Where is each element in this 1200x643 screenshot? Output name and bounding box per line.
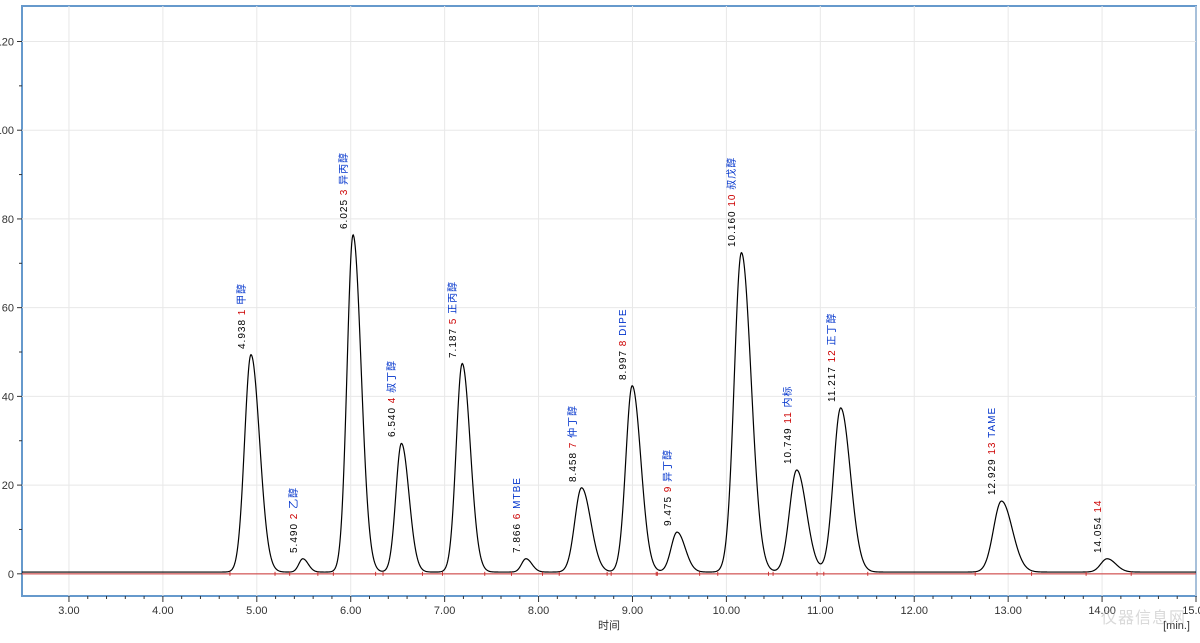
svg-text:40: 40 bbox=[2, 391, 14, 403]
peak-rt: 6.025 bbox=[339, 199, 350, 229]
peak-rt: 6.540 bbox=[387, 407, 398, 437]
svg-text:8.00: 8.00 bbox=[528, 605, 549, 617]
peak-number: 6 bbox=[512, 512, 523, 522]
svg-text:60: 60 bbox=[2, 303, 14, 315]
peak-name: 仲丁醇 bbox=[568, 405, 579, 442]
svg-text:0: 0 bbox=[8, 569, 14, 581]
peak-label: 12.929 13 TAME bbox=[987, 407, 998, 495]
svg-text:时间: 时间 bbox=[598, 619, 620, 632]
peak-rt: 7.866 bbox=[512, 523, 523, 553]
svg-text:13.00: 13.00 bbox=[994, 605, 1022, 617]
peak-rt: 9.475 bbox=[663, 496, 674, 526]
peak-number: 9 bbox=[663, 486, 674, 496]
peak-number: 13 bbox=[987, 442, 998, 459]
svg-text:6.00: 6.00 bbox=[340, 605, 361, 617]
chart-svg: 3.004.005.006.007.008.009.0010.0011.0012… bbox=[0, 0, 1200, 638]
svg-text:80: 80 bbox=[2, 214, 14, 226]
peak-rt: 4.938 bbox=[237, 319, 248, 349]
peak-label: 10.749 11 内标 bbox=[779, 385, 794, 464]
svg-text:20: 20 bbox=[2, 480, 14, 492]
svg-text:100: 100 bbox=[0, 125, 14, 137]
peak-rt: 10.160 bbox=[727, 210, 738, 247]
peak-name: 叔丁醇 bbox=[387, 360, 398, 397]
peak-rt: 10.749 bbox=[783, 427, 794, 464]
svg-text:15.00: 15.00 bbox=[1182, 605, 1200, 617]
peak-label: 6.540 4 叔丁醇 bbox=[383, 360, 398, 437]
peak-rt: 12.929 bbox=[987, 458, 998, 495]
peak-name: 异丙醇 bbox=[339, 152, 350, 189]
peak-number: 5 bbox=[448, 317, 459, 327]
peak-label: 7.866 6 MTBE bbox=[512, 477, 523, 553]
peak-label: 10.160 10 叔戊醇 bbox=[723, 156, 738, 246]
peak-name: 正丁醇 bbox=[827, 312, 838, 349]
peak-name: 甲醇 bbox=[237, 283, 248, 309]
svg-text:14.00: 14.00 bbox=[1088, 605, 1116, 617]
svg-text:120: 120 bbox=[0, 36, 14, 48]
peak-number: 4 bbox=[387, 397, 398, 407]
peak-rt: 5.490 bbox=[289, 523, 300, 553]
svg-text:11.00: 11.00 bbox=[807, 605, 834, 617]
peak-rt: 11.217 bbox=[827, 366, 838, 402]
peak-name: MTBE bbox=[512, 477, 523, 513]
peak-number: 7 bbox=[568, 441, 579, 451]
peak-number: 1 bbox=[237, 308, 248, 318]
svg-text:4.00: 4.00 bbox=[152, 605, 173, 617]
peak-rt: 8.997 bbox=[618, 350, 629, 380]
peak-label: 5.490 2 乙醇 bbox=[285, 487, 300, 553]
peak-label: 11.217 12 正丁醇 bbox=[823, 312, 838, 402]
peak-label: 4.938 1 甲醇 bbox=[233, 283, 248, 349]
peak-label: 9.475 9 异丁醇 bbox=[659, 449, 674, 526]
peak-label: 7.187 5 正丙醇 bbox=[444, 280, 459, 357]
peak-name: DIPE bbox=[618, 308, 629, 339]
peak-rt: 14.054 bbox=[1093, 516, 1104, 553]
svg-text:[min.]: [min.] bbox=[1163, 620, 1190, 632]
peak-number: 11 bbox=[783, 411, 794, 427]
peak-number: 8 bbox=[618, 339, 629, 349]
peak-name: 内标 bbox=[783, 385, 794, 411]
chromatogram-chart: 3.004.005.006.007.008.009.0010.0011.0012… bbox=[0, 0, 1200, 638]
peak-number: 2 bbox=[289, 512, 300, 522]
peak-label: 8.997 8 DIPE bbox=[618, 308, 629, 380]
svg-text:10.00: 10.00 bbox=[713, 605, 741, 617]
peak-name: TAME bbox=[987, 407, 998, 442]
svg-text:9.00: 9.00 bbox=[622, 605, 643, 617]
peak-number: 10 bbox=[727, 193, 738, 210]
peak-name: 乙醇 bbox=[289, 487, 300, 513]
peak-name: 正丙醇 bbox=[448, 280, 459, 317]
peak-rt: 8.458 bbox=[568, 452, 579, 482]
svg-text:5.00: 5.00 bbox=[246, 605, 267, 617]
svg-text:12.00: 12.00 bbox=[900, 605, 928, 617]
peak-label: 8.458 7 仲丁醇 bbox=[564, 405, 579, 482]
peak-number: 14 bbox=[1093, 499, 1104, 516]
peak-name: 叔戊醇 bbox=[727, 156, 738, 193]
peak-name: 异丁醇 bbox=[663, 449, 674, 486]
svg-text:3.00: 3.00 bbox=[58, 605, 79, 617]
peak-label: 14.054 14 bbox=[1093, 499, 1104, 553]
peak-label: 6.025 3 异丙醇 bbox=[335, 152, 350, 229]
peak-number: 12 bbox=[827, 349, 838, 366]
peak-rt: 7.187 bbox=[448, 328, 459, 358]
peak-number: 3 bbox=[339, 189, 350, 199]
svg-text:7.00: 7.00 bbox=[434, 605, 455, 617]
